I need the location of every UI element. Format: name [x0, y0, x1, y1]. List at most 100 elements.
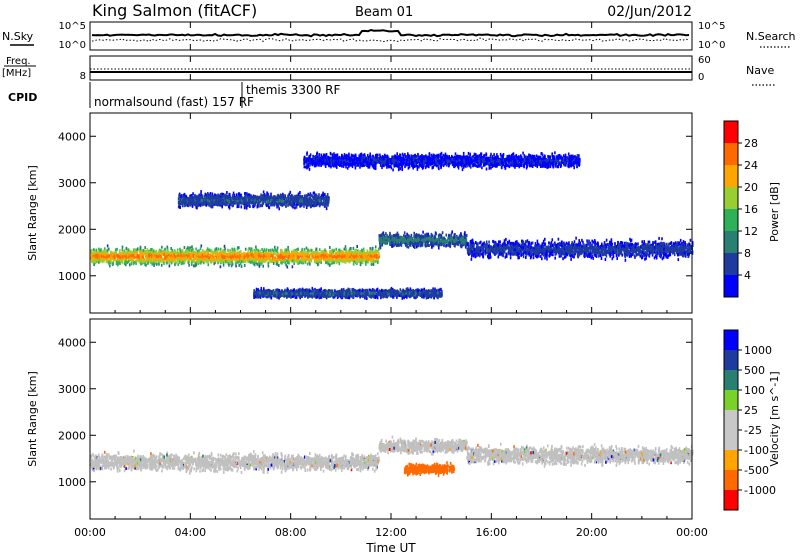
power-cell — [548, 254, 551, 258]
power-cell — [140, 252, 143, 256]
power-cell — [371, 257, 373, 261]
power-cell — [285, 251, 288, 255]
power-cell — [178, 260, 181, 264]
power-cell — [301, 251, 304, 255]
power-cell — [216, 258, 218, 262]
power-cell — [144, 250, 147, 253]
power-cell — [295, 250, 297, 253]
power-cell — [419, 238, 422, 242]
power-cell — [220, 257, 222, 261]
power-cell — [358, 253, 361, 257]
power-cell — [262, 264, 264, 268]
power-cell — [322, 253, 325, 257]
power-cell — [410, 233, 413, 237]
power-cell — [419, 236, 422, 240]
power-cell — [136, 251, 138, 255]
power-cell — [444, 239, 447, 243]
power-cell — [436, 240, 439, 244]
station-title: King Salmon (fitACF) — [92, 1, 257, 20]
nsky-panel: N.Sky 10^5 10^0 10^5 10^0 N.Search — [2, 21, 796, 51]
power-cell — [331, 258, 334, 262]
power-cell — [421, 241, 423, 245]
power-cell — [210, 255, 213, 259]
power-cell — [121, 245, 124, 249]
power-cell — [124, 258, 126, 262]
power-cell — [199, 247, 202, 251]
power-cell — [358, 256, 360, 259]
power-cell — [154, 250, 156, 254]
power-cell — [140, 249, 142, 253]
power-cell — [431, 237, 434, 241]
power-cell — [417, 236, 420, 240]
power-cell — [260, 262, 262, 266]
power-cell — [193, 260, 195, 264]
power-cell — [531, 241, 534, 245]
power-cell — [96, 259, 99, 263]
power-cell — [96, 253, 98, 257]
power-cell — [424, 233, 426, 237]
power-cell — [243, 258, 245, 261]
power-cell — [283, 259, 285, 263]
power-cell — [388, 239, 391, 243]
power-cell — [130, 262, 133, 266]
power-cell — [327, 256, 330, 260]
power-cell — [538, 254, 540, 258]
power-cell — [252, 254, 255, 258]
power-cell — [637, 242, 639, 246]
power-cell — [406, 241, 408, 245]
power-cell — [408, 235, 411, 239]
power-cell — [516, 240, 518, 244]
power-cell — [442, 236, 444, 240]
power-cell — [425, 244, 428, 248]
power-cell — [137, 247, 139, 251]
power-cell — [570, 257, 572, 261]
power-cell — [94, 253, 97, 257]
power-cell — [217, 247, 220, 251]
power-cell — [341, 260, 344, 264]
power-cell — [435, 238, 437, 242]
power-cell — [150, 253, 153, 257]
power-cell — [308, 254, 311, 258]
power-cell — [204, 255, 206, 259]
power-cell — [293, 258, 296, 262]
power-cell — [168, 254, 170, 258]
power-cell — [190, 258, 193, 262]
power-cell — [266, 257, 269, 261]
power-cell — [92, 260, 94, 264]
power-cell — [355, 258, 358, 262]
power-cell — [338, 254, 340, 258]
power-cell — [382, 235, 384, 239]
power-cell — [335, 256, 338, 260]
power-cell — [155, 250, 157, 254]
power-cell — [557, 251, 560, 255]
power-cell — [389, 236, 392, 240]
power-cell — [213, 255, 215, 259]
power-cell — [366, 257, 369, 261]
power-cell — [305, 252, 308, 256]
power-cell — [258, 255, 261, 259]
power-cell — [340, 255, 343, 259]
power-cell — [304, 260, 307, 264]
power-cell — [460, 237, 463, 241]
power-cell — [278, 254, 281, 258]
power-cell — [391, 234, 393, 238]
power-cell — [223, 255, 225, 259]
power-cell — [338, 262, 341, 266]
power-cell — [206, 247, 209, 251]
power-cell — [322, 250, 325, 254]
power-cell — [330, 256, 332, 260]
power-cell — [240, 260, 243, 264]
power-cell — [247, 254, 250, 258]
power-cell — [432, 238, 435, 242]
power-cell — [359, 260, 362, 264]
power-cell — [387, 238, 390, 242]
power-cell — [240, 250, 242, 254]
power-cell — [614, 242, 616, 246]
power-cell — [133, 252, 135, 256]
power-cell — [174, 260, 176, 264]
power-cell — [249, 250, 252, 254]
power-cell — [291, 253, 294, 256]
power-cell — [364, 253, 367, 256]
power-cell — [221, 253, 224, 257]
